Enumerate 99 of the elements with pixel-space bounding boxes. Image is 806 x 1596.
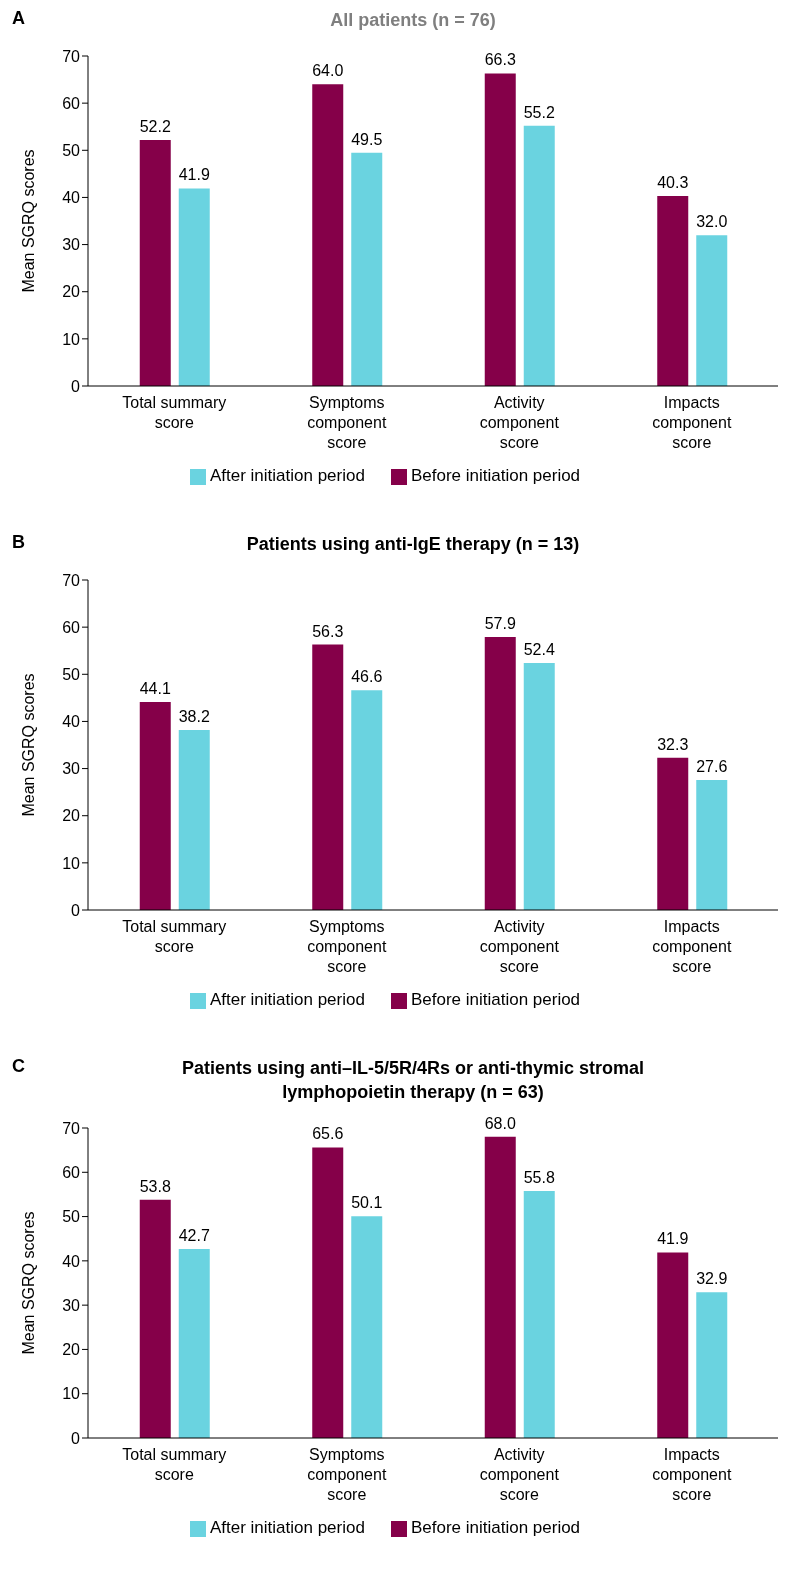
data-label: 68.0 bbox=[484, 1114, 516, 1132]
bar bbox=[351, 152, 383, 386]
data-label: 49.5 bbox=[351, 130, 383, 148]
y-tick-label: 50 bbox=[62, 1208, 81, 1226]
bar bbox=[312, 84, 344, 386]
data-label: 55.8 bbox=[523, 1168, 555, 1186]
legend-label: After initiation period bbox=[209, 466, 365, 485]
bar bbox=[484, 73, 516, 386]
bar bbox=[657, 1252, 689, 1438]
data-label: 38.2 bbox=[178, 707, 210, 725]
bar bbox=[696, 235, 728, 386]
data-label: 41.9 bbox=[178, 166, 210, 184]
bar bbox=[139, 139, 171, 386]
legend-label: Before initiation period bbox=[410, 1518, 581, 1537]
y-tick-label: 70 bbox=[62, 1119, 81, 1137]
x-tick-label: Symptoms component score bbox=[307, 394, 387, 451]
data-label: 41.9 bbox=[657, 1230, 689, 1248]
bar bbox=[139, 1199, 171, 1438]
bar bbox=[312, 644, 344, 910]
y-tick-label: 0 bbox=[71, 1429, 81, 1447]
legend-label: After initiation period bbox=[209, 990, 365, 1009]
y-tick-label: 20 bbox=[62, 807, 81, 825]
data-label: 52.2 bbox=[139, 117, 171, 135]
y-tick-label: 0 bbox=[71, 377, 81, 395]
data-label: 40.3 bbox=[657, 174, 689, 192]
bar bbox=[696, 1292, 728, 1438]
data-label: 55.2 bbox=[523, 103, 555, 121]
legend-label: Before initiation period bbox=[410, 466, 581, 485]
y-tick-label: 50 bbox=[62, 665, 81, 683]
data-label: 56.3 bbox=[312, 622, 344, 640]
y-axis-title: Mean SGRQ scores bbox=[19, 149, 37, 293]
bar bbox=[178, 729, 210, 910]
x-tick-label: Total summary score bbox=[122, 394, 227, 431]
bar bbox=[523, 1190, 555, 1438]
bar bbox=[351, 1216, 383, 1438]
bar bbox=[523, 125, 555, 386]
bar bbox=[312, 1147, 344, 1438]
data-label: 64.0 bbox=[312, 62, 344, 80]
y-tick-label: 40 bbox=[62, 1252, 81, 1270]
data-label: 65.6 bbox=[312, 1125, 344, 1143]
x-tick-label: Symptoms component score bbox=[307, 1446, 387, 1503]
x-tick-label: Activity component score bbox=[479, 394, 560, 451]
y-tick-label: 10 bbox=[62, 854, 81, 872]
x-tick-label: Symptoms component score bbox=[307, 918, 387, 975]
data-label: 52.4 bbox=[523, 640, 555, 658]
bar bbox=[696, 779, 728, 910]
data-label: 32.9 bbox=[696, 1270, 728, 1288]
y-tick-label: 70 bbox=[62, 571, 81, 589]
y-tick-label: 60 bbox=[62, 618, 81, 636]
y-tick-label: 0 bbox=[71, 901, 81, 919]
legend-label: After initiation period bbox=[209, 1518, 365, 1537]
data-label: 32.3 bbox=[657, 735, 689, 753]
chart-title: All patients (n = 76) bbox=[330, 10, 496, 30]
y-tick-label: 40 bbox=[62, 713, 81, 731]
x-tick-label: Impacts component score bbox=[652, 1446, 732, 1503]
text: B bbox=[12, 532, 25, 553]
y-tick-label: 20 bbox=[62, 1341, 81, 1359]
bar bbox=[657, 196, 689, 386]
chart-title: Patients using anti–IL-5/5R/4Rs or anti-thymic stromal lymphopoietin therapy (n = 63) bbox=[181, 1058, 645, 1102]
x-tick-label: Activity component score bbox=[479, 918, 560, 975]
y-tick-label: 30 bbox=[62, 1296, 81, 1314]
y-tick-label: 20 bbox=[62, 283, 81, 301]
legend-label: Before initiation period bbox=[410, 990, 581, 1009]
text: A bbox=[12, 8, 25, 29]
x-tick-label: Activity component score bbox=[479, 1446, 560, 1503]
x-tick-label: Total summary score bbox=[122, 1446, 227, 1483]
data-label: 42.7 bbox=[178, 1226, 210, 1244]
bar bbox=[351, 690, 383, 910]
y-tick-label: 30 bbox=[62, 760, 81, 778]
x-tick-label: Impacts component score bbox=[652, 394, 732, 451]
bar bbox=[178, 188, 210, 386]
bar bbox=[657, 757, 689, 910]
y-tick-label: 40 bbox=[62, 189, 81, 207]
bar bbox=[523, 662, 555, 910]
text: C bbox=[12, 1056, 25, 1077]
y-tick-label: 50 bbox=[62, 141, 81, 159]
data-label: 53.8 bbox=[139, 1177, 171, 1195]
x-tick-label: Impacts component score bbox=[652, 918, 732, 975]
y-tick-label: 70 bbox=[62, 47, 81, 65]
y-tick-label: 60 bbox=[62, 94, 81, 112]
data-label: 27.6 bbox=[696, 757, 728, 775]
data-label: 32.0 bbox=[696, 213, 728, 231]
data-label: 50.1 bbox=[351, 1194, 383, 1212]
bar bbox=[139, 702, 171, 910]
y-axis-title: Mean SGRQ scores bbox=[19, 1211, 37, 1355]
data-label: 46.6 bbox=[351, 668, 383, 686]
bar bbox=[484, 637, 516, 910]
bar bbox=[484, 1136, 516, 1438]
bar bbox=[178, 1248, 210, 1438]
data-label: 44.1 bbox=[139, 680, 171, 698]
data-label: 57.9 bbox=[484, 615, 516, 633]
y-axis-title: Mean SGRQ scores bbox=[19, 673, 37, 817]
data-label: 66.3 bbox=[484, 51, 516, 69]
chart-title: Patients using anti-IgE therapy (n = 13) bbox=[246, 534, 580, 554]
y-tick-label: 30 bbox=[62, 236, 81, 254]
y-tick-label: 10 bbox=[62, 330, 81, 348]
x-tick-label: Total summary score bbox=[122, 918, 227, 955]
y-tick-label: 60 bbox=[62, 1163, 81, 1181]
y-tick-label: 10 bbox=[62, 1385, 81, 1403]
